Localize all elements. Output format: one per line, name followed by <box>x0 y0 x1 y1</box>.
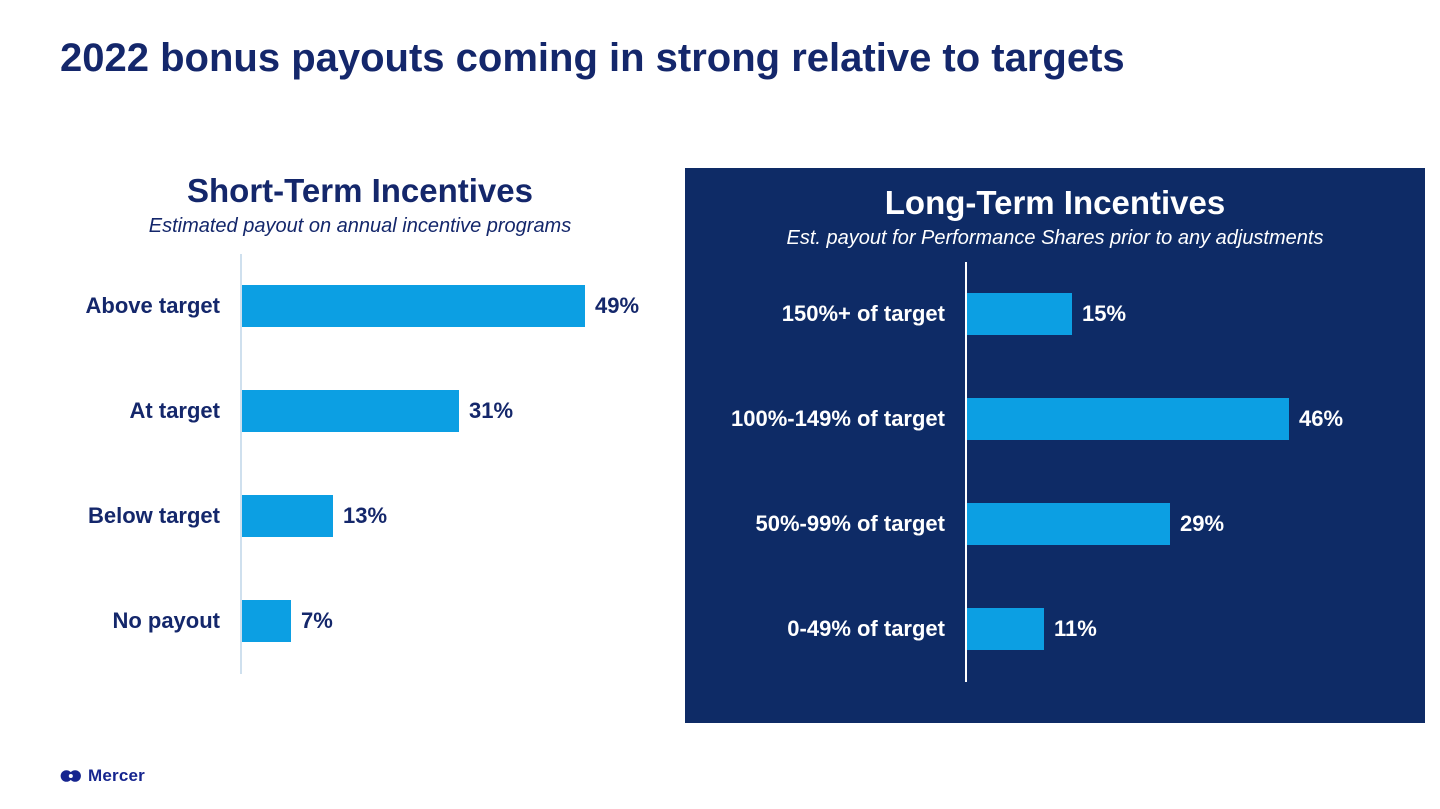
bar <box>242 495 333 538</box>
bar-row: Above target 49% <box>60 253 660 359</box>
value-label: 29% <box>1180 511 1225 537</box>
bar-row: 150%+ of target 15% <box>685 261 1425 367</box>
value-label: 7% <box>301 608 333 634</box>
bar-area: 31% <box>240 358 660 464</box>
mercer-wordmark: Mercer <box>88 766 145 785</box>
value-label: 31% <box>469 398 514 424</box>
category-label: 150%+ of target <box>781 301 945 327</box>
sti-chart-title: Short-Term Incentives <box>187 172 533 209</box>
value-label: 13% <box>343 503 388 529</box>
bar-area: 11% <box>965 576 1425 682</box>
category-label: 0-49% of target <box>787 616 945 642</box>
bar-area: 29% <box>965 471 1425 577</box>
category-label: Below target <box>87 503 220 529</box>
bar-row: At target 31% <box>60 358 660 464</box>
value-label: 11% <box>1054 616 1097 642</box>
category-label: Above target <box>85 293 220 319</box>
mercer-logo-icon <box>60 769 82 783</box>
bar <box>967 503 1170 546</box>
bar <box>242 390 459 433</box>
bar <box>967 608 1044 651</box>
bar-area: 46% <box>965 366 1425 472</box>
category-label: 50%-99% of target <box>755 511 945 537</box>
value-label: 46% <box>1299 406 1344 432</box>
value-label: 49% <box>595 293 640 319</box>
bar-area: 13% <box>240 463 660 569</box>
bar-area: 7% <box>240 568 660 674</box>
sti-rows: Above target 49% At target 31% Below tar… <box>60 253 660 674</box>
bar-area: 49% <box>240 253 660 359</box>
slide-title: 2022 bonus payouts coming in strong rela… <box>60 36 1125 80</box>
value-label: 15% <box>1082 301 1127 327</box>
bar-row: 0-49% of target 11% <box>685 576 1425 682</box>
bar <box>242 600 291 643</box>
category-label: 100%-149% of target <box>731 406 945 432</box>
bar <box>967 398 1289 441</box>
bar <box>967 293 1072 336</box>
short-term-incentives-chart: Short-Term Incentives Estimated payout o… <box>60 172 660 674</box>
category-label: No payout <box>112 608 220 634</box>
bar-area: 15% <box>965 261 1425 367</box>
category-label: At target <box>129 398 220 424</box>
bar-row: 100%-149% of target 46% <box>685 366 1425 472</box>
bar <box>242 285 585 328</box>
bar-row: No payout 7% <box>60 568 660 674</box>
lti-chart-title: Long-Term Incentives <box>884 184 1226 221</box>
lti-rows: 150%+ of target 15% 100%-149% of target … <box>685 261 1425 682</box>
lti-chart-subtitle: Est. payout for Performance Shares prior… <box>786 226 1324 249</box>
bar-row: 50%-99% of target 29% <box>685 471 1425 577</box>
sti-chart-subtitle: Estimated payout on annual incentive pro… <box>148 214 572 237</box>
mercer-logo: Mercer <box>60 766 145 786</box>
bar-row: Below target 13% <box>60 463 660 569</box>
long-term-incentives-panel: Long-Term Incentives Est. payout for Per… <box>685 168 1425 723</box>
